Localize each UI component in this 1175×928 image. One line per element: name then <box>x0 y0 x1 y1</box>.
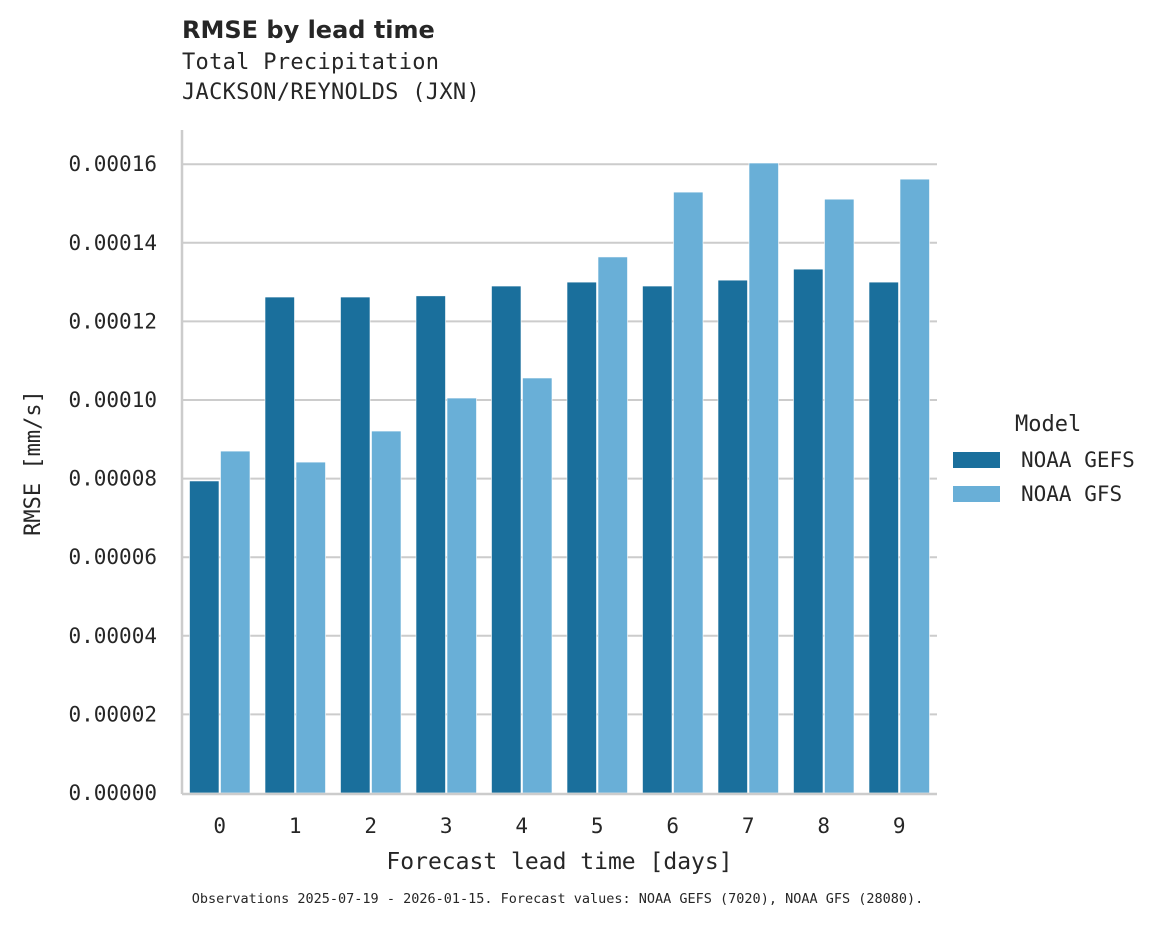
chart-subtitle: Total Precipitation <box>182 50 440 75</box>
bar-noaa-gfs <box>748 162 779 794</box>
bar-noaa-gfs <box>824 198 855 794</box>
x-tick-label: 3 <box>440 814 453 838</box>
bar-noaa-gefs <box>717 279 748 794</box>
legend: Model NOAA GEFS NOAA GFS <box>953 412 1135 511</box>
station-name: JACKSON/REYNOLDS (JXN) <box>182 80 480 105</box>
legend-item-gfs: NOAA GFS <box>953 477 1135 511</box>
x-tick-label: 0 <box>213 814 226 838</box>
x-tick-label: 6 <box>666 814 679 838</box>
legend-swatch-gefs <box>953 452 1000 468</box>
bar-noaa-gefs <box>415 295 446 794</box>
bar-noaa-gefs <box>642 285 673 794</box>
bar-noaa-gefs <box>793 268 824 794</box>
footer-note: Observations 2025-07-19 - 2026-01-15. Fo… <box>191 891 924 907</box>
bar-noaa-gfs <box>899 178 930 794</box>
bar-noaa-gefs <box>491 285 522 794</box>
bar-noaa-gefs <box>868 281 899 794</box>
bar-noaa-gefs <box>340 296 371 794</box>
bar-noaa-gefs <box>566 281 597 794</box>
x-tick-label: 8 <box>817 814 830 838</box>
x-tick-label: 2 <box>364 814 377 838</box>
x-tick-label: 1 <box>289 814 302 838</box>
x-tick-label: 7 <box>742 814 755 838</box>
y-tick-label: 0.00012 <box>68 309 157 333</box>
legend-title: Model <box>1015 412 1082 437</box>
legend-item-gefs: NOAA GEFS <box>953 443 1135 477</box>
y-tick-label: 0.00016 <box>68 152 157 176</box>
x-tick-label: 9 <box>893 814 906 838</box>
legend-label: NOAA GEFS <box>1021 448 1135 472</box>
bar-noaa-gfs <box>295 461 326 794</box>
y-tick-label: 0.00000 <box>68 781 157 805</box>
bar-noaa-gfs <box>371 430 402 794</box>
bar-noaa-gfs <box>673 191 704 794</box>
x-axis-label: Forecast lead time [days] <box>386 849 732 875</box>
bar-noaa-gefs <box>189 480 220 794</box>
bar-noaa-gfs <box>522 377 553 794</box>
bar-noaa-gefs <box>264 296 295 794</box>
y-tick-label: 0.00008 <box>68 467 157 491</box>
legend-swatch-gfs <box>953 486 1000 502</box>
x-tick-label: 4 <box>515 814 528 838</box>
y-axis-label: RMSE [mm/s] <box>21 390 46 536</box>
y-tick-label: 0.00002 <box>68 702 157 726</box>
bar-noaa-gfs <box>446 397 477 794</box>
chart-title: RMSE by lead time <box>182 16 435 44</box>
y-tick-label: 0.00014 <box>68 231 157 255</box>
x-tick-label: 5 <box>591 814 604 838</box>
legend-label: NOAA GFS <box>1021 482 1123 506</box>
y-tick-label: 0.00006 <box>68 545 157 569</box>
bar-noaa-gfs <box>597 256 628 794</box>
y-tick-label: 0.00010 <box>68 388 157 412</box>
bar-noaa-gfs <box>220 450 251 794</box>
y-tick-label: 0.00004 <box>68 624 157 648</box>
